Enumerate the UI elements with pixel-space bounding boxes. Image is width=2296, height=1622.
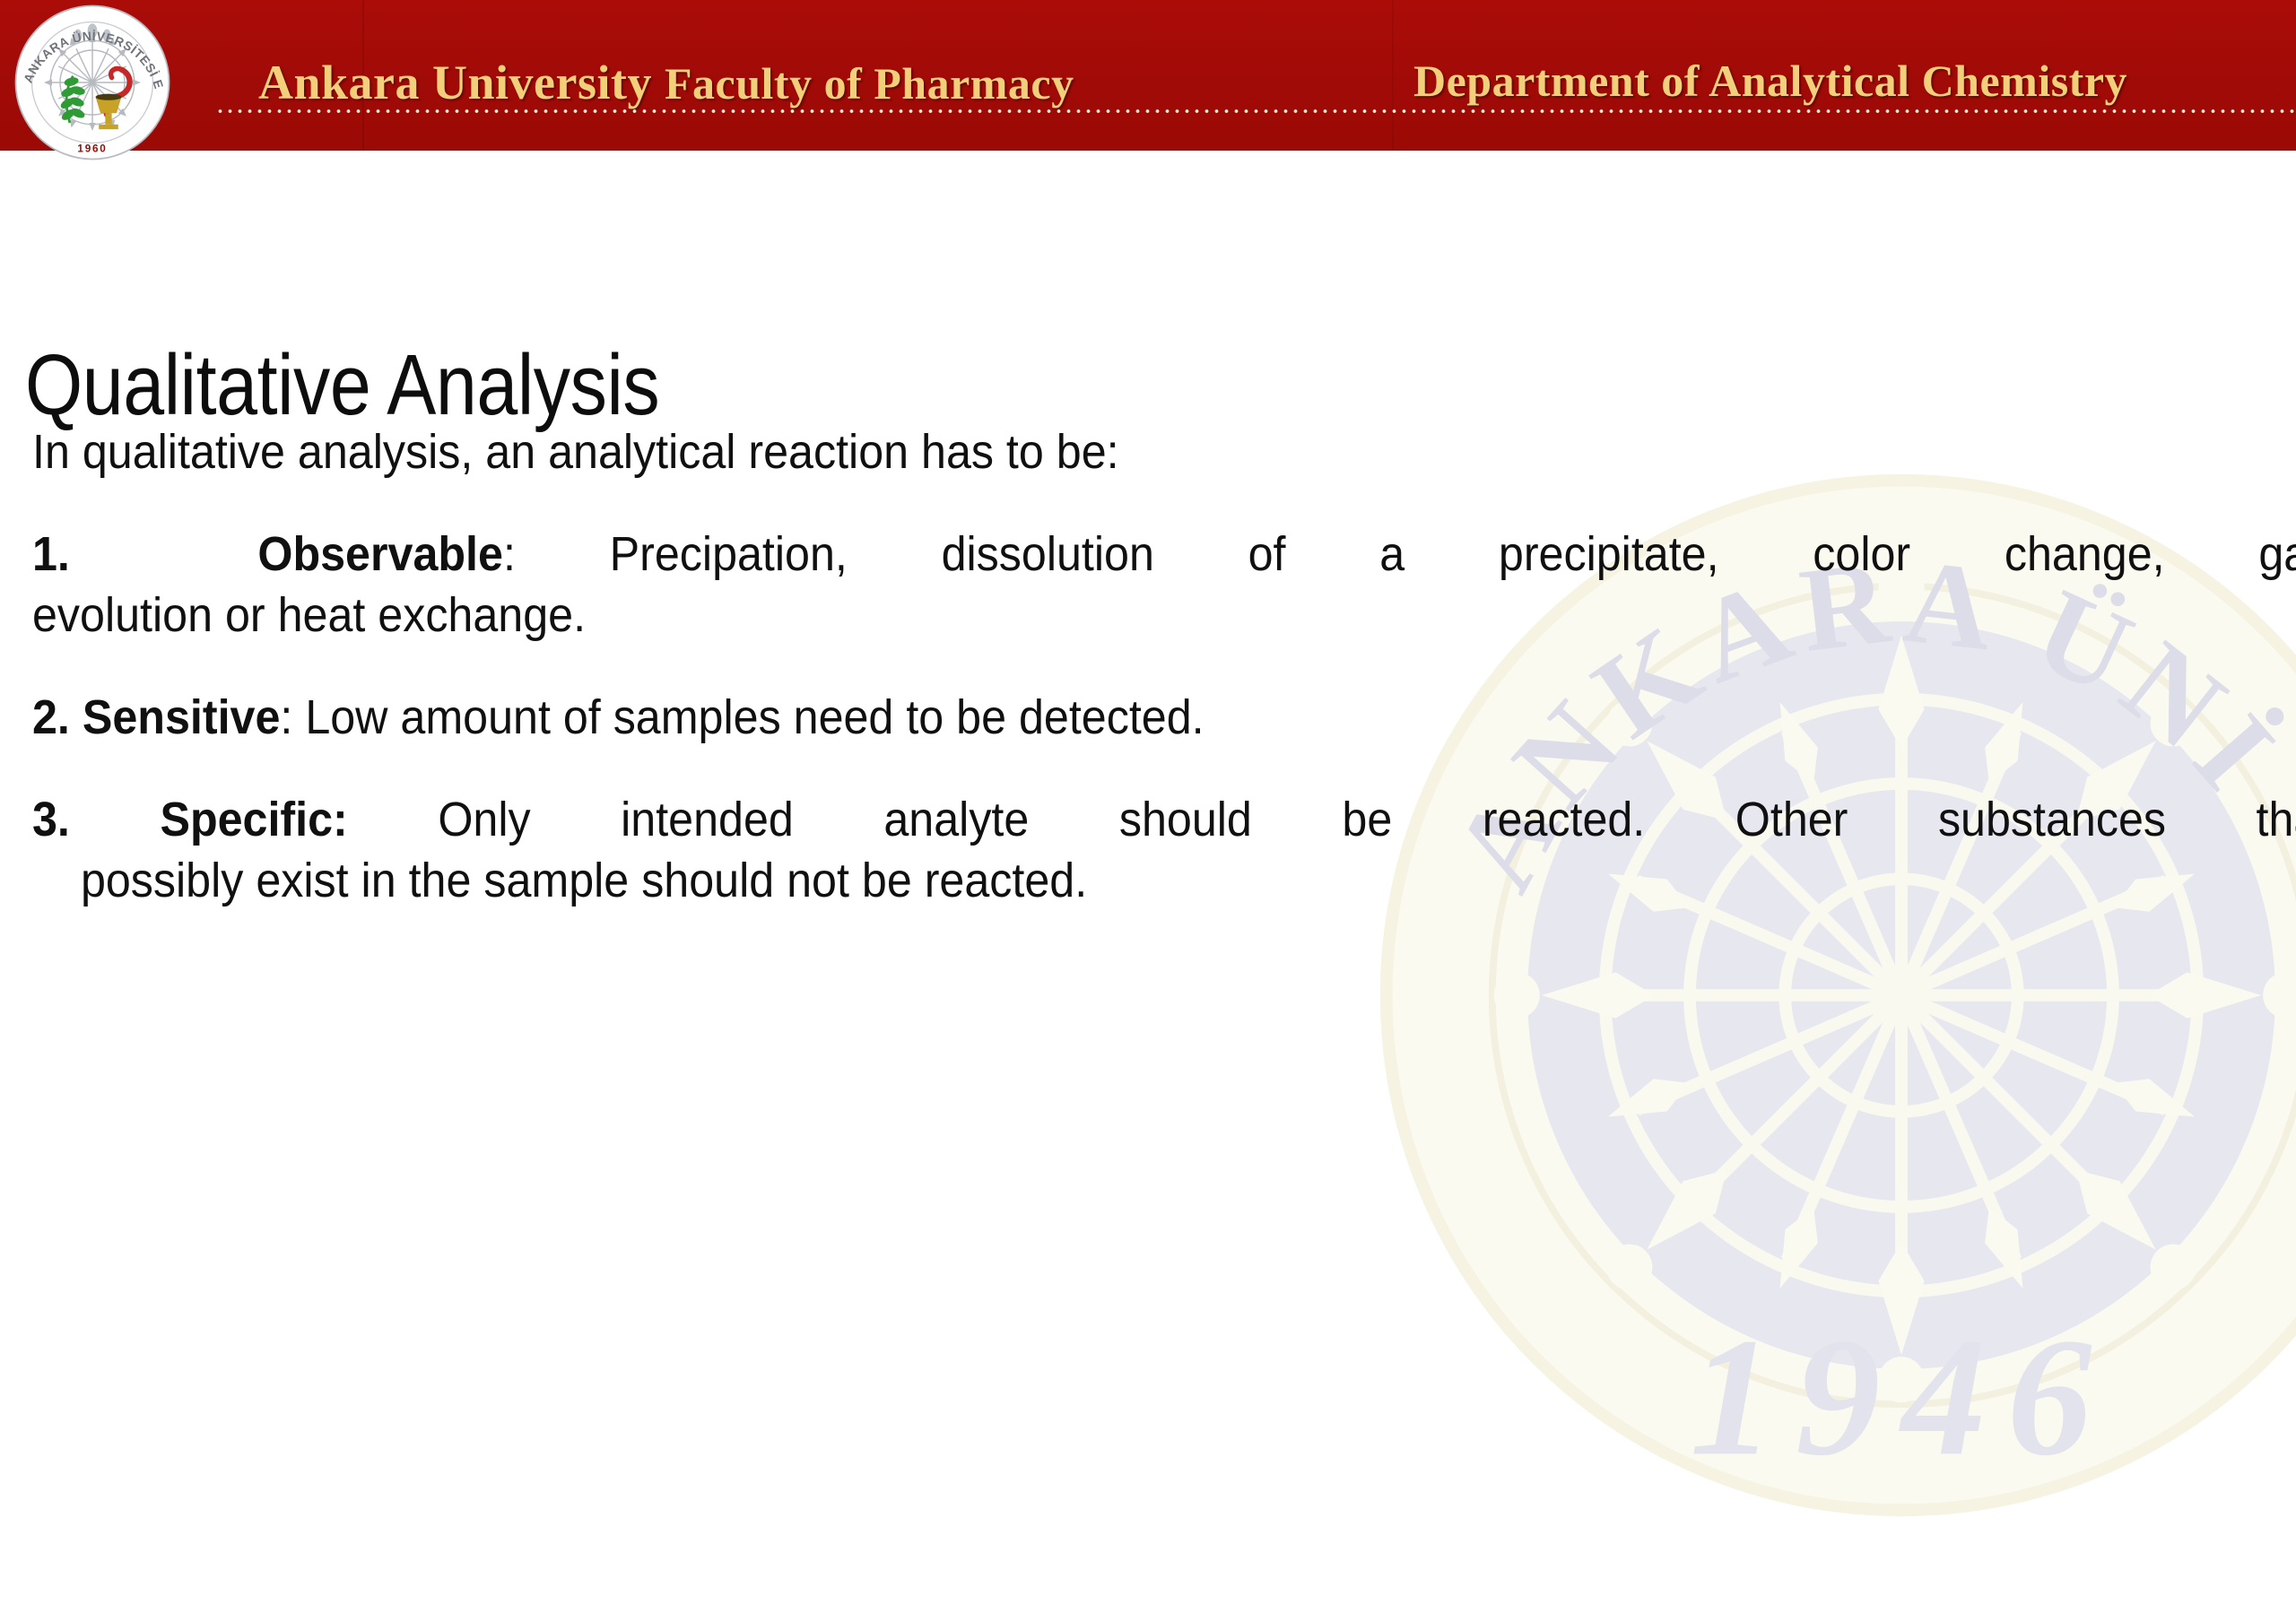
header-seam-divider: [1392, 0, 1394, 151]
slide-body-text: In qualitative analysis, an analytical r…: [32, 421, 2296, 952]
list-item-2-separator: :: [280, 690, 293, 745]
list-item-2-line1: Low amount of samples need to be detecte…: [305, 690, 1205, 745]
intro-paragraph: In qualitative analysis, an analytical r…: [32, 425, 1119, 479]
list-item-1-term: Observable: [257, 527, 503, 582]
list-item-3-line1: Only intended analyte should be reacted.…: [438, 793, 2296, 847]
header-faculty-name: Faculty of Pharmacy: [665, 58, 1074, 108]
list-item-1-separator: :: [502, 527, 516, 582]
list-item-1-line1: Precipation, dissolution of a precipitat…: [609, 527, 2296, 582]
header-university-name: Ankara University: [258, 56, 665, 109]
list-item-3-term: Specific:: [160, 793, 348, 847]
header-seam-divider: [362, 0, 364, 151]
header-dotted-rule: [215, 108, 2296, 114]
page-title: Qualitative Analysis: [25, 337, 660, 434]
seal-year-label: 1960: [77, 143, 107, 154]
list-item-1: 1. Observable: Precipation, dissolution …: [32, 524, 2296, 646]
header-institution-title: Ankara University Faculty of Pharmacy: [258, 55, 1074, 110]
header-department-title: Department of Analytical Chemistry: [1413, 56, 2128, 106]
list-item-2-number: 2.: [32, 690, 70, 745]
list-item-1-number: 1.: [32, 527, 70, 582]
list-item-3-line2: possibly exist in the sample should not …: [80, 854, 1088, 908]
list-item-2: 2. Sensitive: Low amount of samples need…: [32, 687, 2283, 748]
list-item-1-line2: evolution or heat exchange.: [32, 588, 587, 643]
list-item-3-number: 3.: [32, 793, 70, 847]
list-item-2-term: Sensitive: [82, 690, 281, 745]
faculty-seal-logo: ANKARA ÜNİVERSİTESİ ECZACILIK FAKÜLTESİ …: [12, 2, 170, 160]
slide-content-area: Qualitative Analysis In qualitative anal…: [0, 151, 2296, 1622]
slide-header-bar: Ankara University Faculty of Pharmacy De…: [0, 0, 2296, 151]
list-item-3: 3. Specific: Only intended analyte shoul…: [32, 789, 2296, 911]
